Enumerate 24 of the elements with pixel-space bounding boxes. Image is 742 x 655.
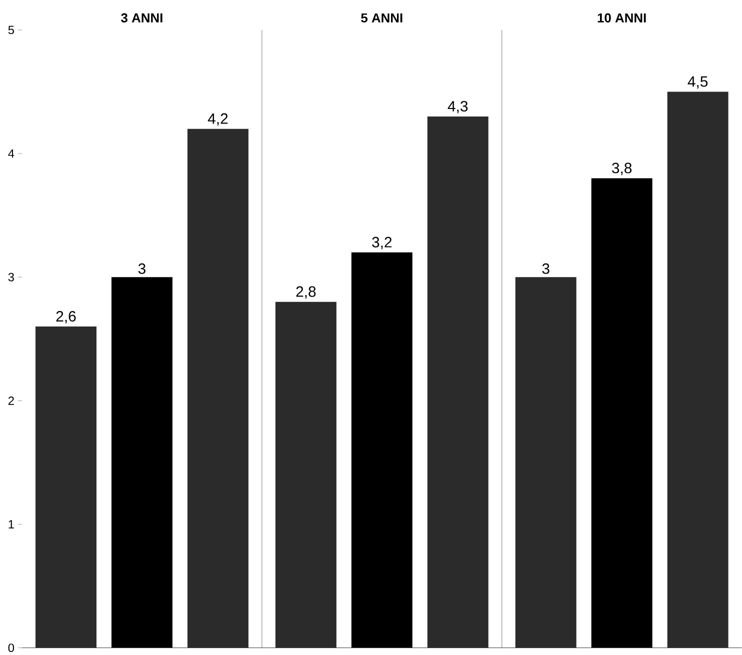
y-tick-label: 0 — [8, 643, 14, 652]
data-label: 3,8 — [612, 162, 632, 175]
y-tick-label: 5 — [8, 26, 14, 34]
x-tick-label: 3 ANNI — [121, 13, 162, 22]
y-tick-label: 3 — [8, 272, 14, 282]
y-tick-label: 1 — [8, 520, 14, 528]
x-tick-label: 10 ANNI — [598, 13, 646, 22]
data-label: 4,3 — [448, 100, 468, 114]
bar — [275, 302, 336, 648]
bar — [667, 92, 728, 648]
data-label: 2,8 — [296, 286, 316, 298]
bar — [36, 326, 96, 648]
data-label: 3,2 — [372, 236, 392, 250]
bar — [515, 276, 576, 648]
data-label: 4,2 — [208, 113, 228, 126]
x-tick-label: 5 ANNI — [361, 13, 402, 22]
bar — [187, 128, 248, 648]
data-label: 3 — [138, 263, 146, 274]
y-tick-label: 4 — [8, 149, 14, 158]
bar — [427, 116, 488, 648]
data-label: 3 — [542, 263, 550, 274]
y-tick-label: 2 — [8, 396, 14, 405]
data-label: 4,5 — [688, 76, 708, 88]
data-label: 2,6 — [56, 310, 76, 324]
